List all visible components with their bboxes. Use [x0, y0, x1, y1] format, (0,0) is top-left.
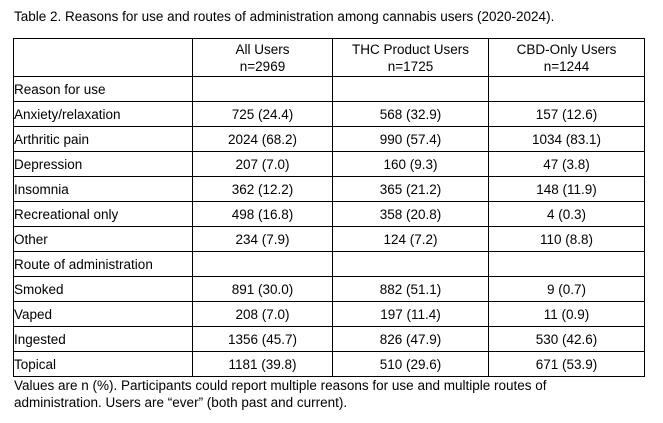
empty-header-cell: [13, 38, 193, 77]
table-cell: 47 (3.8): [488, 151, 645, 177]
table-row: Arthritic pain 2024 (68.2) 990 (57.4) 10…: [13, 126, 645, 152]
empty-cell: [332, 76, 489, 102]
row-label: Ingested: [13, 326, 193, 352]
table-cell: 498 (16.8): [192, 201, 333, 227]
table-row: Other 234 (7.9) 124 (7.2) 110 (8.8): [13, 226, 645, 252]
table-cell: 9 (0.7): [488, 276, 645, 302]
table-cell: 365 (21.2): [332, 176, 489, 202]
table-header-row: All Users n=2969 THC Product Users n=172…: [13, 38, 645, 77]
table-caption: Table 2. Reasons for use and routes of a…: [14, 9, 555, 24]
empty-cell: [488, 76, 645, 102]
empty-cell: [192, 76, 333, 102]
table-cell: 2024 (68.2): [192, 126, 333, 152]
table-cell: 197 (11.4): [332, 301, 489, 327]
empty-cell: [192, 251, 333, 277]
section-header-row: Reason for use: [13, 76, 645, 102]
column-header-thc-users: THC Product Users n=1725: [332, 38, 489, 77]
table-row: Smoked 891 (30.0) 882 (51.1) 9 (0.7): [13, 276, 645, 302]
table-row: Topical 1181 (39.8) 510 (29.6) 671 (53.9…: [13, 351, 645, 377]
table-cell: 530 (42.6): [488, 326, 645, 352]
statistics-table: All Users n=2969 THC Product Users n=172…: [13, 38, 645, 377]
table-cell: 1181 (39.8): [192, 351, 333, 377]
table-footnote: Values are n (%). Participants could rep…: [14, 378, 547, 410]
column-n: n=1725: [387, 58, 434, 74]
row-label: Topical: [13, 351, 193, 377]
table-cell: 510 (29.6): [332, 351, 489, 377]
row-label: Vaped: [13, 301, 193, 327]
table-cell: 1034 (83.1): [488, 126, 645, 152]
column-label: All Users: [235, 41, 290, 57]
column-label: THC Product Users: [351, 41, 470, 57]
table-cell: 362 (12.2): [192, 176, 333, 202]
row-label: Anxiety/relaxation: [13, 101, 193, 127]
table-row: Anxiety/relaxation 725 (24.4) 568 (32.9)…: [13, 101, 645, 127]
table-row: Vaped 208 (7.0) 197 (11.4) 11 (0.9): [13, 301, 645, 327]
table-cell: 124 (7.2): [332, 226, 489, 252]
row-label: Smoked: [13, 276, 193, 302]
table-cell: 11 (0.9): [488, 301, 645, 327]
column-header-all-users: All Users n=2969: [192, 38, 333, 77]
column-n: n=1244: [543, 58, 590, 74]
section-header: Reason for use: [13, 76, 193, 102]
table-row: Recreational only 498 (16.8) 358 (20.8) …: [13, 201, 645, 227]
table-cell: 725 (24.4): [192, 101, 333, 127]
table-cell: 160 (9.3): [332, 151, 489, 177]
table-cell: 110 (8.8): [488, 226, 645, 252]
table-cell: 882 (51.1): [332, 276, 489, 302]
table-cell: 990 (57.4): [332, 126, 489, 152]
column-label: CBD-Only Users: [516, 41, 617, 57]
table-cell: 1356 (45.7): [192, 326, 333, 352]
table-row: Depression 207 (7.0) 160 (9.3) 47 (3.8): [13, 151, 645, 177]
table-cell: 4 (0.3): [488, 201, 645, 227]
table-cell: 891 (30.0): [192, 276, 333, 302]
row-label: Arthritic pain: [13, 126, 193, 152]
table-cell: 207 (7.0): [192, 151, 333, 177]
row-label: Insomnia: [13, 176, 193, 202]
row-label: Recreational only: [13, 201, 193, 227]
table-cell: 826 (47.9): [332, 326, 489, 352]
column-header-cbd-users: CBD-Only Users n=1244: [488, 38, 645, 77]
empty-cell: [488, 251, 645, 277]
row-label: Depression: [13, 151, 193, 177]
table-cell: 208 (7.0): [192, 301, 333, 327]
table-cell: 157 (12.6): [488, 101, 645, 127]
table-cell: 358 (20.8): [332, 201, 489, 227]
table-cell: 671 (53.9): [488, 351, 645, 377]
table-row: Ingested 1356 (45.7) 826 (47.9) 530 (42.…: [13, 326, 645, 352]
table-cell: 568 (32.9): [332, 101, 489, 127]
table-cell: 148 (11.9): [488, 176, 645, 202]
section-header: Route of administration: [13, 251, 193, 277]
column-n: n=2969: [239, 58, 286, 74]
section-header-row: Route of administration: [13, 251, 645, 277]
row-label: Other: [13, 226, 193, 252]
empty-cell: [332, 251, 489, 277]
table-row: Insomnia 362 (12.2) 365 (21.2) 148 (11.9…: [13, 176, 645, 202]
table-cell: 234 (7.9): [192, 226, 333, 252]
